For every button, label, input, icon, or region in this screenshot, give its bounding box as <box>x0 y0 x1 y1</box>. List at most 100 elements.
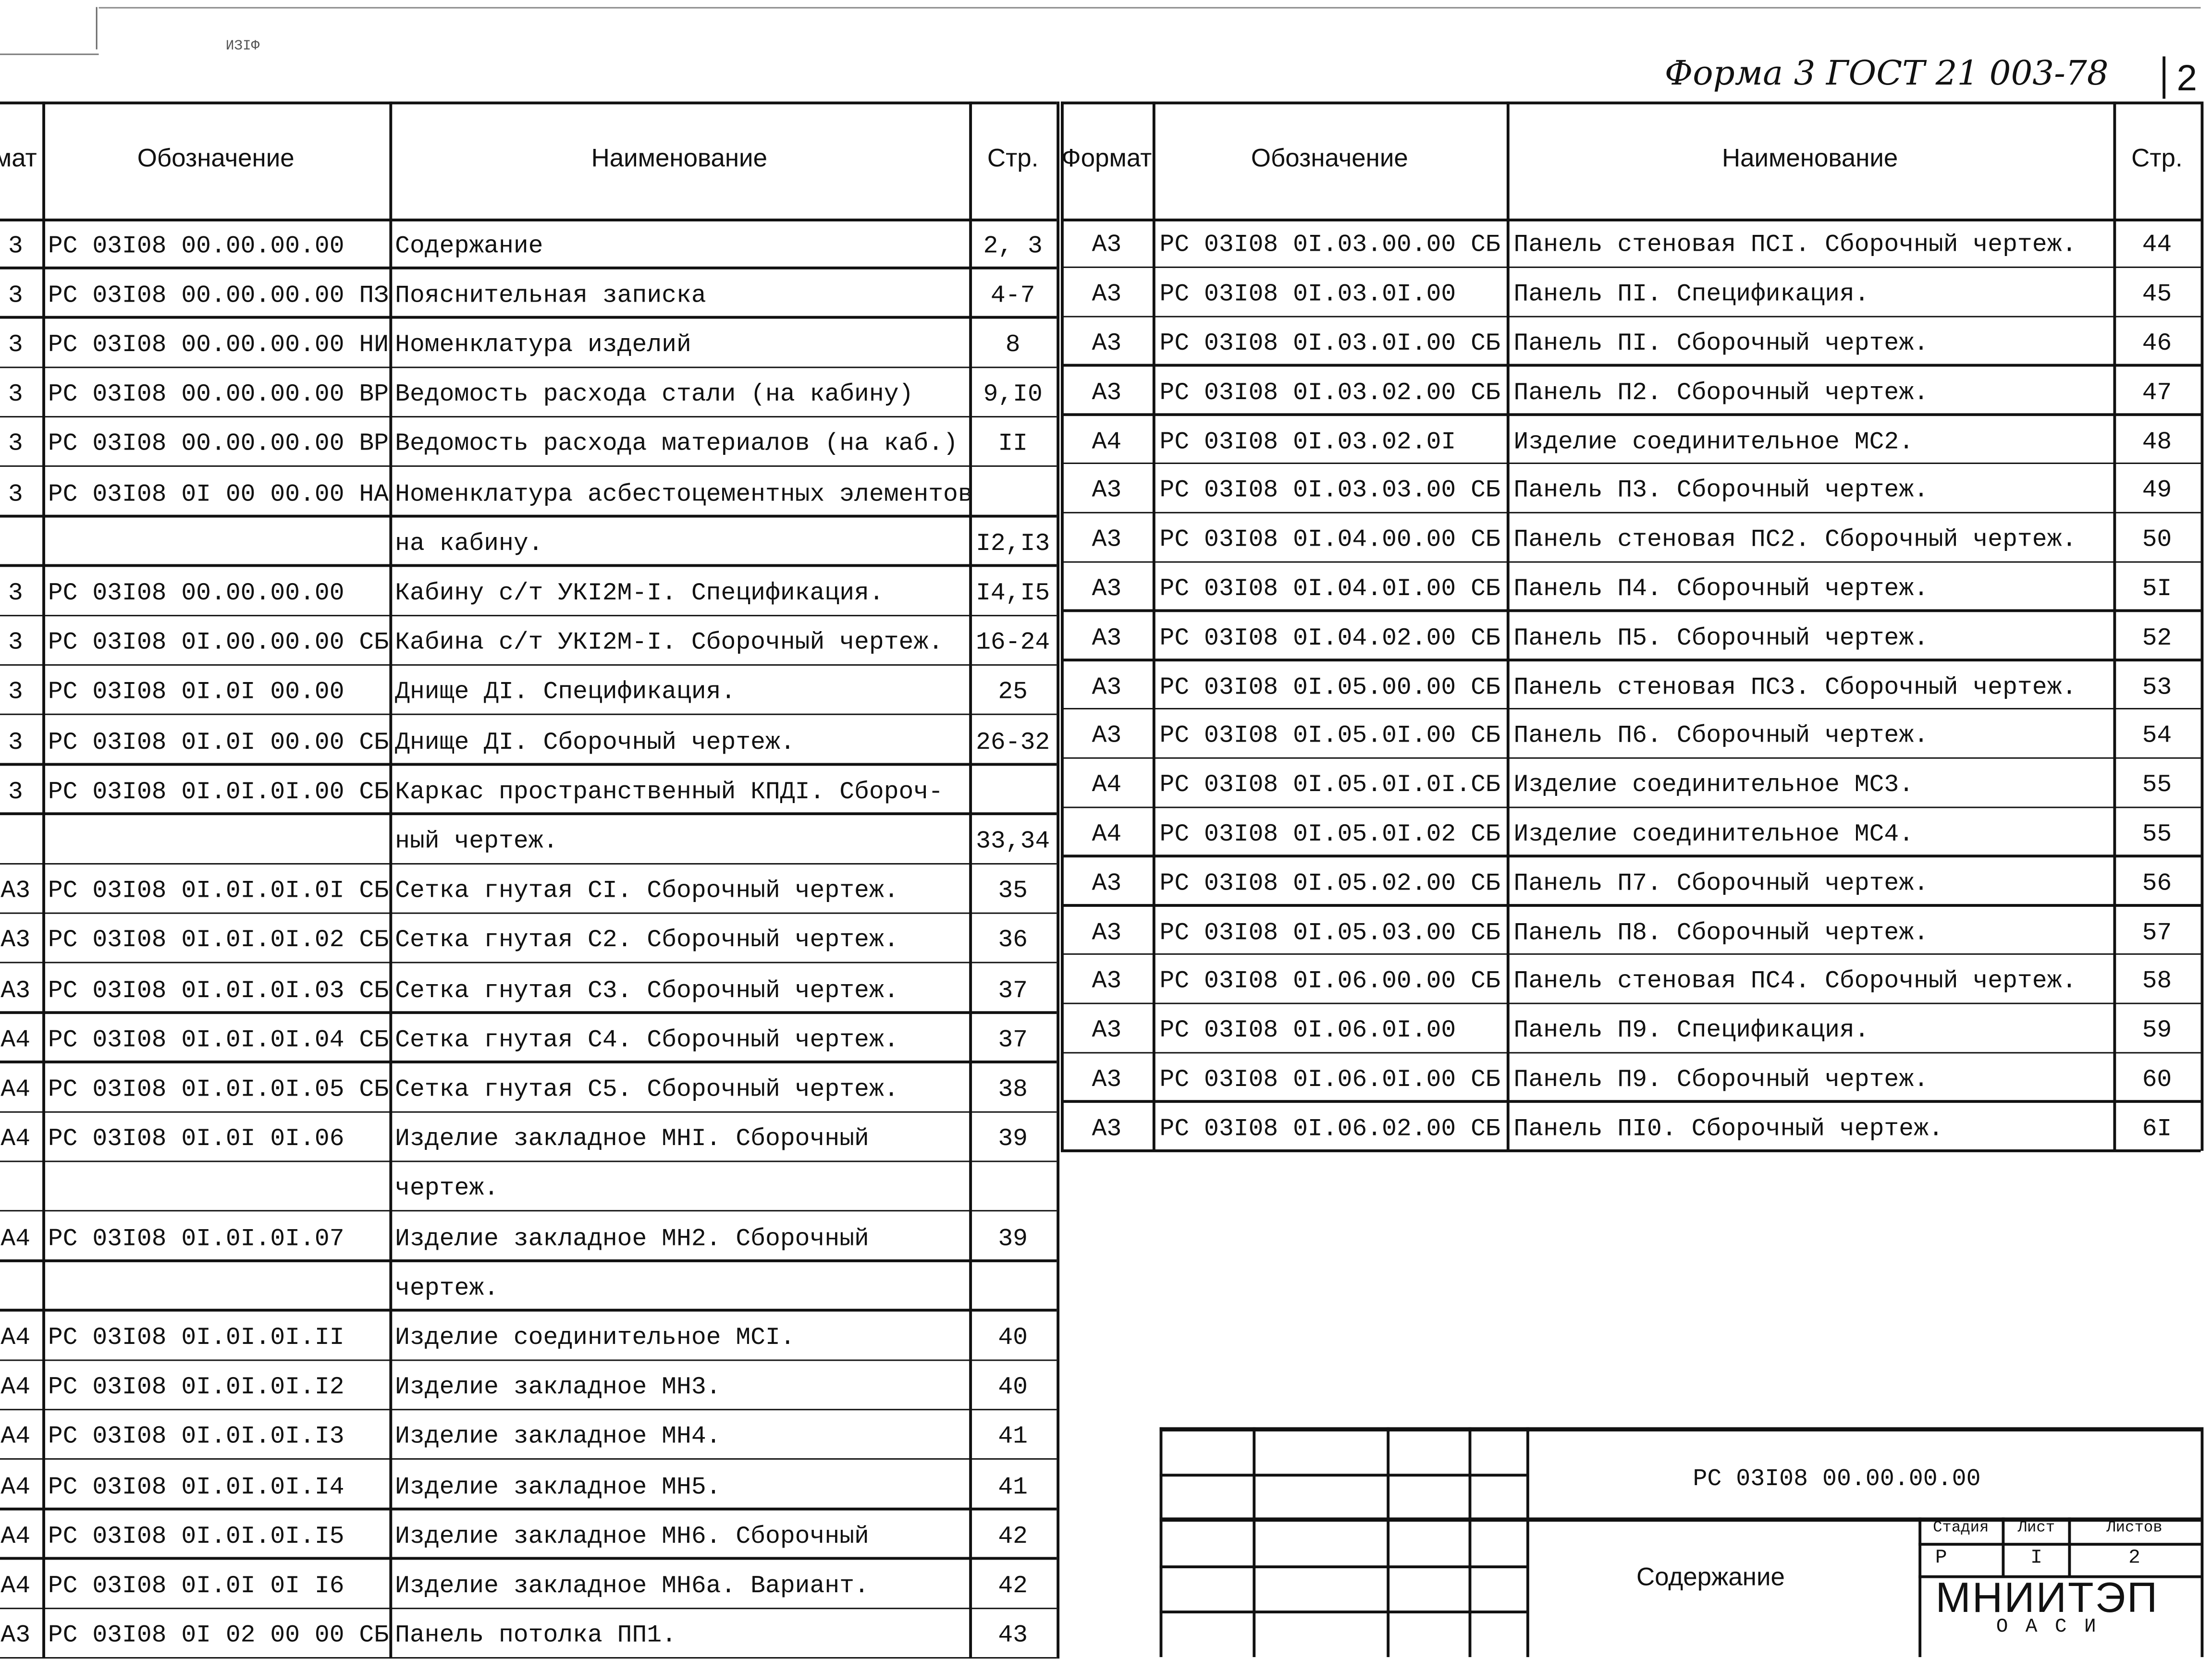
sheets-value: 2 <box>2128 1547 2140 1570</box>
row-divider <box>0 465 1057 468</box>
cell-name: ный чертеж. <box>395 828 558 856</box>
cell-format: А4 <box>1092 820 1122 849</box>
cell-format: А3 <box>1092 919 1122 947</box>
cell-name: Панель П8. Сборочный чертеж. <box>1513 919 1929 947</box>
cell-code: РС 03I08 0I.04.0I.00 СБ <box>1159 575 1500 604</box>
cell-page: 16-24 <box>976 629 1050 658</box>
document-code: РС 03I08 00.00.00.00 <box>1693 1466 1981 1494</box>
table-row: А4 РС 03I08 0I.0I 0I I6 Изделие закладное … <box>0 1559 1057 1610</box>
row-divider <box>0 763 1057 766</box>
cell-name: Панель ПI. Спецификация. <box>1513 281 1869 309</box>
sheet-label: Лист <box>2017 1520 2055 1537</box>
cell-page: 8 <box>1005 331 1020 360</box>
column-divider <box>1061 101 1064 1151</box>
cell-format: А3 <box>1092 722 1122 751</box>
cell-name: Сетка гнутая С5. Сборочный чертеж. <box>395 1076 899 1104</box>
column-divider <box>42 101 45 1659</box>
cell-name: Изделие соединительное МС2. <box>1513 428 1914 457</box>
cell-code: РС 03I08 0I.03.00.00 СБ <box>1159 232 1500 260</box>
row-divider <box>1061 806 2201 808</box>
cell-page: 45 <box>2142 281 2172 309</box>
cell-name: чертеж. <box>395 1274 499 1303</box>
cell-format: А3 <box>1092 673 1122 702</box>
cell-code: РС 03I08 0I.0I.0I.03 СБ <box>48 976 389 1005</box>
cell-format: 3 <box>8 281 23 310</box>
cell-name: Номенклатура асбестоцементных элементов <box>395 480 970 509</box>
column-divider <box>1057 101 1060 1659</box>
table-row: А3 РС 03I08 0I.03.03.00 СБ Панель П3. Сбор… <box>1061 464 2201 514</box>
cell-name: Панель стеновая ПС4. Сборочный чертеж. <box>1513 968 2077 997</box>
table-row: А3 РС 03I08 0I.06.0I.00 СБ Панель П9. Сбор… <box>1061 1053 2201 1103</box>
cell-page: 57 <box>2142 919 2172 947</box>
cell-name: Изделие соединительное МС3. <box>1513 771 1914 800</box>
cell-code: РС 03I08 0I.03.02.0I <box>1159 428 1456 457</box>
row-divider <box>0 366 1057 368</box>
cell-format: А3 <box>1092 869 1122 898</box>
cell-name: Панель ПI. Сборочный чертеж. <box>1513 330 1929 358</box>
cell-format: А3 <box>1092 379 1122 407</box>
cell-format: А3 <box>0 877 31 906</box>
cell-format: 3 <box>8 331 23 360</box>
cell-code: РС 03I08 0I.05.0I.0I.СБ <box>1159 771 1500 800</box>
document-title: Содержание <box>1636 1562 1785 1591</box>
column-divider <box>969 101 972 1659</box>
title-block-col <box>2002 1517 2005 1577</box>
cell-format: 3 <box>8 679 23 708</box>
table-row: А4 РС 03I08 0I.0I.0I.I3 Изделие закладное … <box>0 1410 1057 1461</box>
cell-format: А3 <box>1092 968 1122 997</box>
cell-page: 52 <box>2142 624 2172 653</box>
cell-code: РС 03I08 0I 02 00 00 СБ <box>48 1622 389 1650</box>
cell-page: 43 <box>998 1622 1028 1650</box>
header-page: Стр. <box>987 143 1039 171</box>
cell-name: Днище ДI. Спецификация. <box>395 679 736 708</box>
top-left-line <box>0 53 99 55</box>
cell-code: РС 03I08 0I.0I 00.00 <box>48 679 344 708</box>
cell-format: А3 <box>1092 1115 1122 1144</box>
table-row: 3 РС 03I08 0I.0I.0I.00 СБ Каркас пространс… <box>0 765 1057 815</box>
cell-name: Ведомость расхода стали (на кабину) <box>395 381 914 410</box>
row-divider <box>1061 413 2201 416</box>
cell-code: РС 03I08 0I.04.02.00 СБ <box>1159 624 1500 653</box>
cell-page: 55 <box>2142 771 2172 800</box>
table-row: А4 РС 03I08 0I.0I.0I.04 СБ Сетка гнутая С4… <box>0 1013 1057 1063</box>
row-divider <box>0 1061 1057 1063</box>
cell-name: Панель стеновая ПС2. Сборочный чертеж. <box>1513 526 2077 555</box>
cell-page: 35 <box>998 877 1028 906</box>
cell-code: РС 03I08 0I.03.0I.00 <box>1159 281 1456 309</box>
cell-page: 38 <box>998 1076 1028 1104</box>
cell-name: Пояснительная записка <box>395 281 706 310</box>
cell-code: РС 03I08 00.00.00.00 НИ <box>48 331 389 360</box>
row-divider <box>0 1160 1057 1163</box>
cell-page: 49 <box>2142 477 2172 506</box>
table-row: А3 РС 03I08 0I.0I.0I.03 СБ Сетка гнутая С3… <box>0 963 1057 1014</box>
cell-code: РС 03I08 0I.03.03.00 СБ <box>1159 477 1500 506</box>
cell-name: Панель стеновая ПСI. Сборочный чертеж. <box>1513 232 2077 260</box>
cell-page: I2,I3 <box>976 530 1050 559</box>
row-divider <box>0 267 1057 269</box>
row-divider <box>1061 904 2201 907</box>
cell-code: РС 03I08 0I.06.00.00 СБ <box>1159 968 1500 997</box>
cell-page: 40 <box>998 1324 1028 1353</box>
row-divider <box>1061 364 2201 367</box>
cell-code: РС 03I08 0I.0I 0I I6 <box>48 1572 344 1601</box>
cell-name: Содержание <box>395 232 543 261</box>
cell-format: А4 <box>0 1423 31 1452</box>
cell-page: 36 <box>998 927 1028 955</box>
row-divider <box>1061 463 2201 465</box>
cell-code: РС 03I08 00.00.00.00 <box>48 232 344 261</box>
cell-page: 37 <box>998 976 1028 1005</box>
row-divider <box>0 515 1057 517</box>
cell-code: РС 03I08 0I.0I.0I.07 <box>48 1225 344 1254</box>
title-block-col <box>1468 1427 1472 1658</box>
cell-name: Панель потолка ПП1. <box>395 1622 677 1650</box>
table-row: на кабину. I2,I3 <box>0 516 1057 567</box>
cell-code: РС 03I08 0I.06.0I.00 <box>1159 1017 1456 1046</box>
cell-name: Изделие закладное МН6. Сборочный <box>395 1523 869 1551</box>
title-block-col <box>1526 1427 1529 1658</box>
title-block-col <box>2068 1517 2071 1577</box>
cell-code: РС 03I08 00.00.00.00 ПЗ <box>48 281 389 310</box>
cell-format: А4 <box>0 1572 31 1601</box>
row-divider <box>1061 1051 2201 1054</box>
table-row: А4 РС 03I08 0I.0I.0I.I4 Изделие закладное … <box>0 1460 1057 1510</box>
cell-code: РС 03I08 00.00.00.00 ВР <box>48 381 389 410</box>
